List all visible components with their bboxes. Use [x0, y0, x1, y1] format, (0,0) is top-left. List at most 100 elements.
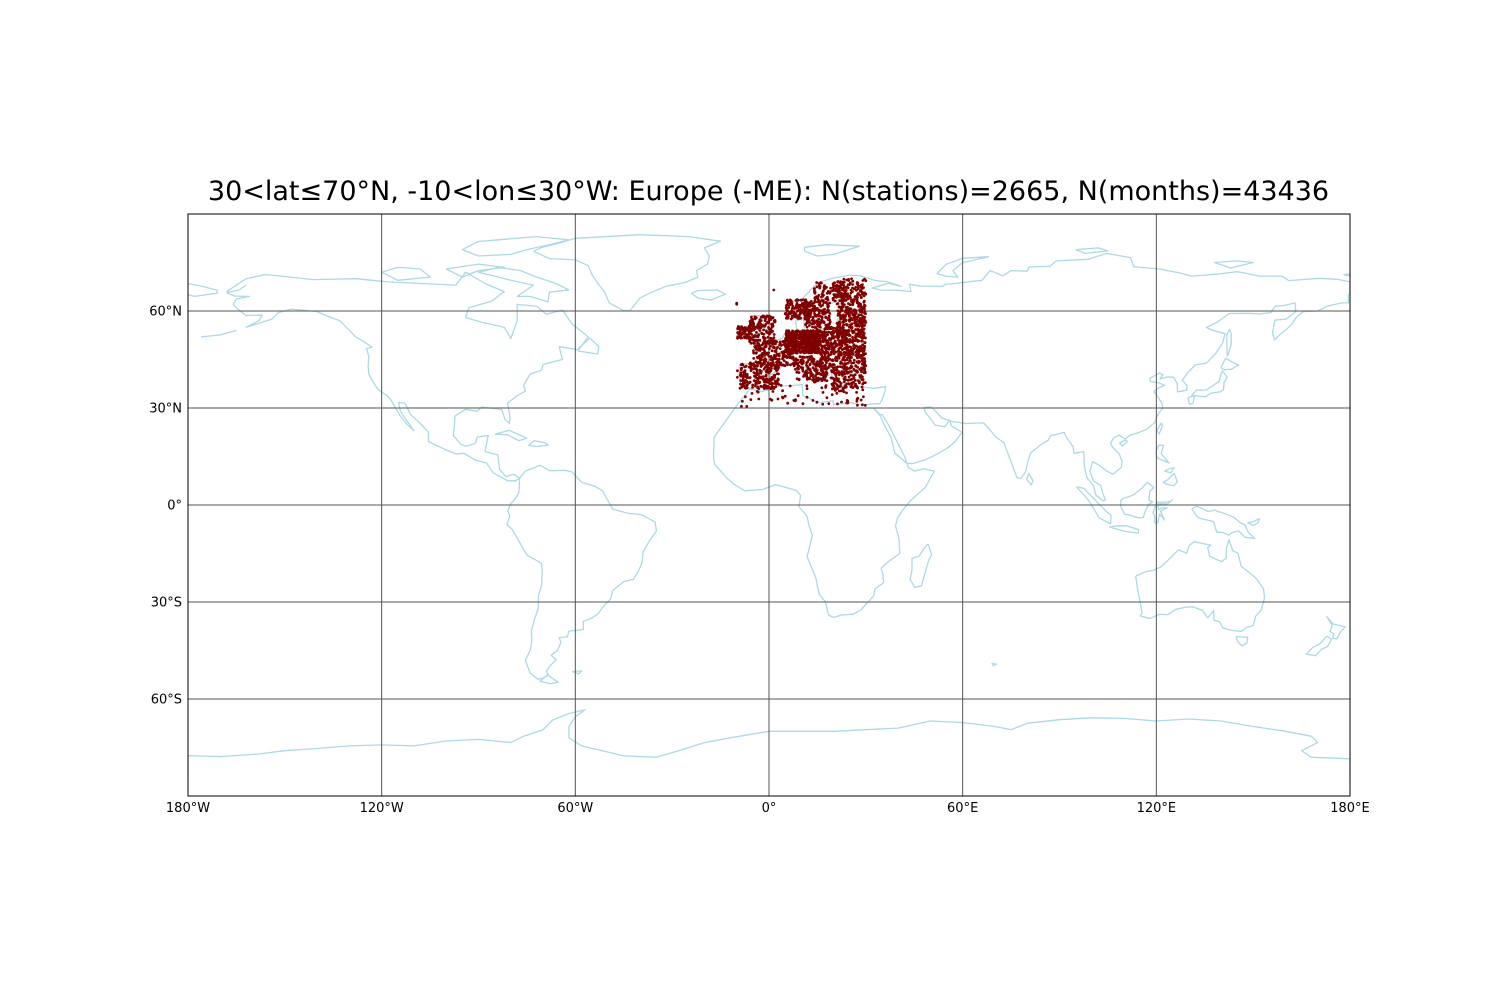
map-title: 30<lat≤70°N, -10<lon≤30°W: Europe (-ME):…	[207, 176, 1330, 207]
station-marker	[861, 382, 865, 386]
station-marker	[795, 299, 799, 302]
station-marker	[790, 311, 793, 315]
station-marker	[860, 370, 863, 374]
station-marker	[861, 403, 864, 407]
station-marker	[820, 318, 824, 322]
station-marker	[829, 341, 833, 344]
station-marker	[821, 402, 825, 406]
station-marker	[789, 299, 793, 303]
station-marker	[821, 345, 824, 348]
station-marker	[744, 375, 748, 379]
station-marker	[775, 368, 778, 372]
station-marker	[821, 303, 824, 307]
station-marker	[815, 285, 819, 289]
station-marker	[767, 327, 771, 330]
coastline-borneo	[1120, 481, 1155, 519]
station-marker	[835, 378, 838, 382]
station-marker	[820, 358, 823, 361]
station-marker	[861, 279, 865, 282]
coastline-svalbard	[803, 244, 861, 257]
station-marker	[790, 307, 794, 310]
station-marker	[755, 331, 758, 334]
station-marker	[760, 354, 764, 357]
station-marker	[861, 378, 865, 381]
station-marker	[805, 355, 809, 359]
coastline-new-britain	[1247, 517, 1261, 527]
station-marker	[786, 345, 790, 349]
station-marker	[824, 352, 827, 356]
station-marker	[787, 306, 791, 309]
station-marker	[768, 382, 772, 386]
station-marker	[805, 315, 808, 318]
coastline-java	[1109, 525, 1140, 534]
station-marker	[849, 373, 853, 377]
station-marker	[759, 364, 763, 367]
lon-tick-label: 180°W	[166, 801, 210, 816]
station-marker	[795, 339, 799, 343]
station-marker	[769, 344, 772, 348]
station-marker	[818, 302, 822, 306]
station-marker	[858, 360, 861, 364]
coastline-visayas	[1164, 467, 1175, 474]
station-marker	[825, 396, 829, 399]
station-marker	[824, 316, 828, 319]
station-marker	[862, 286, 865, 289]
station-marker	[758, 329, 762, 332]
station-marker	[752, 367, 756, 371]
station-marker	[805, 395, 809, 399]
station-marker	[809, 348, 813, 352]
station-marker	[794, 367, 797, 371]
station-marker	[823, 287, 826, 290]
station-marker	[838, 380, 842, 384]
station-marker	[771, 390, 775, 393]
station-marker	[836, 280, 840, 284]
station-marker	[826, 344, 830, 347]
station-marker	[855, 332, 859, 336]
coastline-cuba	[494, 429, 528, 442]
station-marker	[830, 358, 834, 362]
station-marker	[745, 379, 749, 383]
station-marker	[750, 336, 753, 340]
lon-tick-label: 180°E	[1330, 801, 1370, 816]
station-marker	[800, 349, 803, 353]
coastline-south-america	[506, 464, 658, 680]
station-marker	[794, 359, 798, 363]
station-marker	[847, 375, 851, 379]
station-marker	[848, 314, 851, 318]
station-marker	[839, 384, 842, 388]
station-marker	[852, 361, 856, 365]
station-marker	[813, 312, 816, 315]
station-marker	[850, 351, 853, 355]
station-marker	[757, 372, 760, 375]
station-marker	[838, 371, 842, 375]
station-marker	[863, 381, 867, 384]
coastline-japan-honshu	[1191, 370, 1228, 398]
station-marker	[842, 364, 846, 367]
station-marker	[830, 370, 834, 374]
station-marker	[863, 310, 867, 314]
station-marker	[850, 329, 854, 333]
coastline-new-siberian	[1214, 260, 1254, 269]
station-marker	[860, 325, 864, 329]
station-marker	[860, 284, 864, 288]
station-marker	[864, 352, 867, 355]
station-marker	[809, 330, 812, 334]
station-marker	[743, 386, 747, 390]
station-marker	[836, 384, 839, 388]
station-marker	[781, 340, 785, 344]
station-marker	[819, 352, 823, 356]
station-marker	[756, 355, 759, 359]
station-marker	[767, 386, 771, 390]
station-marker	[799, 337, 803, 341]
station-marker	[811, 350, 815, 354]
station-marker	[842, 277, 846, 281]
station-marker	[806, 365, 810, 369]
station-marker	[829, 376, 833, 380]
coastline-newfoundland	[577, 337, 600, 355]
station-marker	[782, 363, 786, 367]
station-marker	[785, 304, 788, 307]
station-marker	[736, 335, 740, 339]
station-marker	[739, 371, 743, 375]
station-marker	[826, 318, 830, 321]
station-marker	[791, 304, 795, 308]
